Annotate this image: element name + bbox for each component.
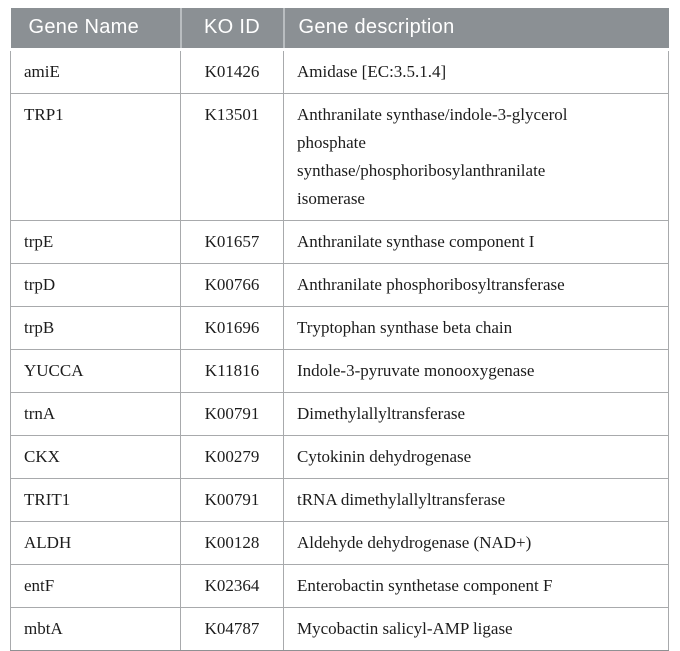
gene-description-cell: Anthranilate synthase/indole-3-glycerol …	[283, 93, 669, 221]
gene-name-cell: ALDH	[10, 521, 181, 565]
ko-id-cell: K02364	[180, 564, 284, 608]
ko-id-cell: K01696	[180, 306, 284, 350]
ko-id-cell: K00766	[180, 263, 284, 307]
gene-name-cell: TRIT1	[10, 478, 181, 522]
table-row: TRIT1 K00791 tRNA dimethylallyltransfera…	[10, 478, 669, 522]
ko-id-cell: K00128	[180, 521, 284, 565]
gene-description-cell: Anthranilate synthase component I	[283, 220, 669, 264]
table-row: mbtA K04787 Mycobactin salicyl-AMP ligas…	[10, 607, 669, 651]
gene-description-cell: tRNA dimethylallyltransferase	[283, 478, 669, 522]
gene-name-cell: trpB	[10, 306, 181, 350]
gene-description-cell: Amidase [EC:3.5.1.4]	[283, 49, 669, 94]
table-header-row: Gene Name KO ID Gene description	[10, 8, 669, 51]
gene-name-cell: entF	[10, 564, 181, 608]
gene-name-cell: TRP1	[10, 93, 181, 221]
gene-description-cell: Cytokinin dehydrogenase	[283, 435, 669, 479]
table-row: amiE K01426 Amidase [EC:3.5.1.4]	[10, 49, 669, 94]
ko-id-cell: K01426	[180, 49, 284, 94]
column-header-ko-id: KO ID	[180, 8, 285, 51]
table-row: trnA K00791 Dimethylallyltransferase	[10, 392, 669, 436]
gene-name-cell: trpE	[10, 220, 181, 264]
gene-description-cell: Enterobactin synthetase component F	[283, 564, 669, 608]
gene-name-cell: CKX	[10, 435, 181, 479]
gene-name-cell: mbtA	[10, 607, 181, 651]
ko-id-cell: K11816	[180, 349, 284, 393]
table-row: ALDH K00128 Aldehyde dehydrogenase (NAD+…	[10, 521, 669, 565]
table-row: trpE K01657 Anthranilate synthase compon…	[10, 220, 669, 264]
column-header-gene-description: Gene description	[283, 8, 669, 51]
gene-description-cell: Aldehyde dehydrogenase (NAD+)	[283, 521, 669, 565]
gene-description-cell: Tryptophan synthase beta chain	[283, 306, 669, 350]
gene-ko-table: Gene Name KO ID Gene description amiE K0…	[10, 8, 669, 651]
table-body: amiE K01426 Amidase [EC:3.5.1.4] TRP1 K1…	[10, 49, 669, 651]
column-header-gene-name: Gene Name	[10, 8, 182, 51]
ko-id-cell: K00791	[180, 392, 284, 436]
table-header: Gene Name KO ID Gene description	[10, 8, 669, 51]
gene-description-cell: Dimethylallyltransferase	[283, 392, 669, 436]
gene-description-cell: Mycobactin salicyl-AMP ligase	[283, 607, 669, 651]
gene-table-container: Gene Name KO ID Gene description amiE K0…	[10, 8, 669, 651]
ko-id-cell: K04787	[180, 607, 284, 651]
table-row: CKX K00279 Cytokinin dehydrogenase	[10, 435, 669, 479]
ko-id-cell: K13501	[180, 93, 284, 221]
table-row: YUCCA K11816 Indole-3-pyruvate monooxyge…	[10, 349, 669, 393]
gene-description-cell: Anthranilate phosphoribosyltransferase	[283, 263, 669, 307]
gene-name-cell: trpD	[10, 263, 181, 307]
gene-name-cell: trnA	[10, 392, 181, 436]
gene-name-cell: YUCCA	[10, 349, 181, 393]
table-row: trpB K01696 Tryptophan synthase beta cha…	[10, 306, 669, 350]
gene-description-cell: Indole-3-pyruvate monooxygenase	[283, 349, 669, 393]
table-row: trpD K00766 Anthranilate phosphoribosylt…	[10, 263, 669, 307]
table-row: entF K02364 Enterobactin synthetase comp…	[10, 564, 669, 608]
ko-id-cell: K00279	[180, 435, 284, 479]
ko-id-cell: K00791	[180, 478, 284, 522]
table-row: TRP1 K13501 Anthranilate synthase/indole…	[10, 93, 669, 221]
ko-id-cell: K01657	[180, 220, 284, 264]
gene-name-cell: amiE	[10, 49, 181, 94]
